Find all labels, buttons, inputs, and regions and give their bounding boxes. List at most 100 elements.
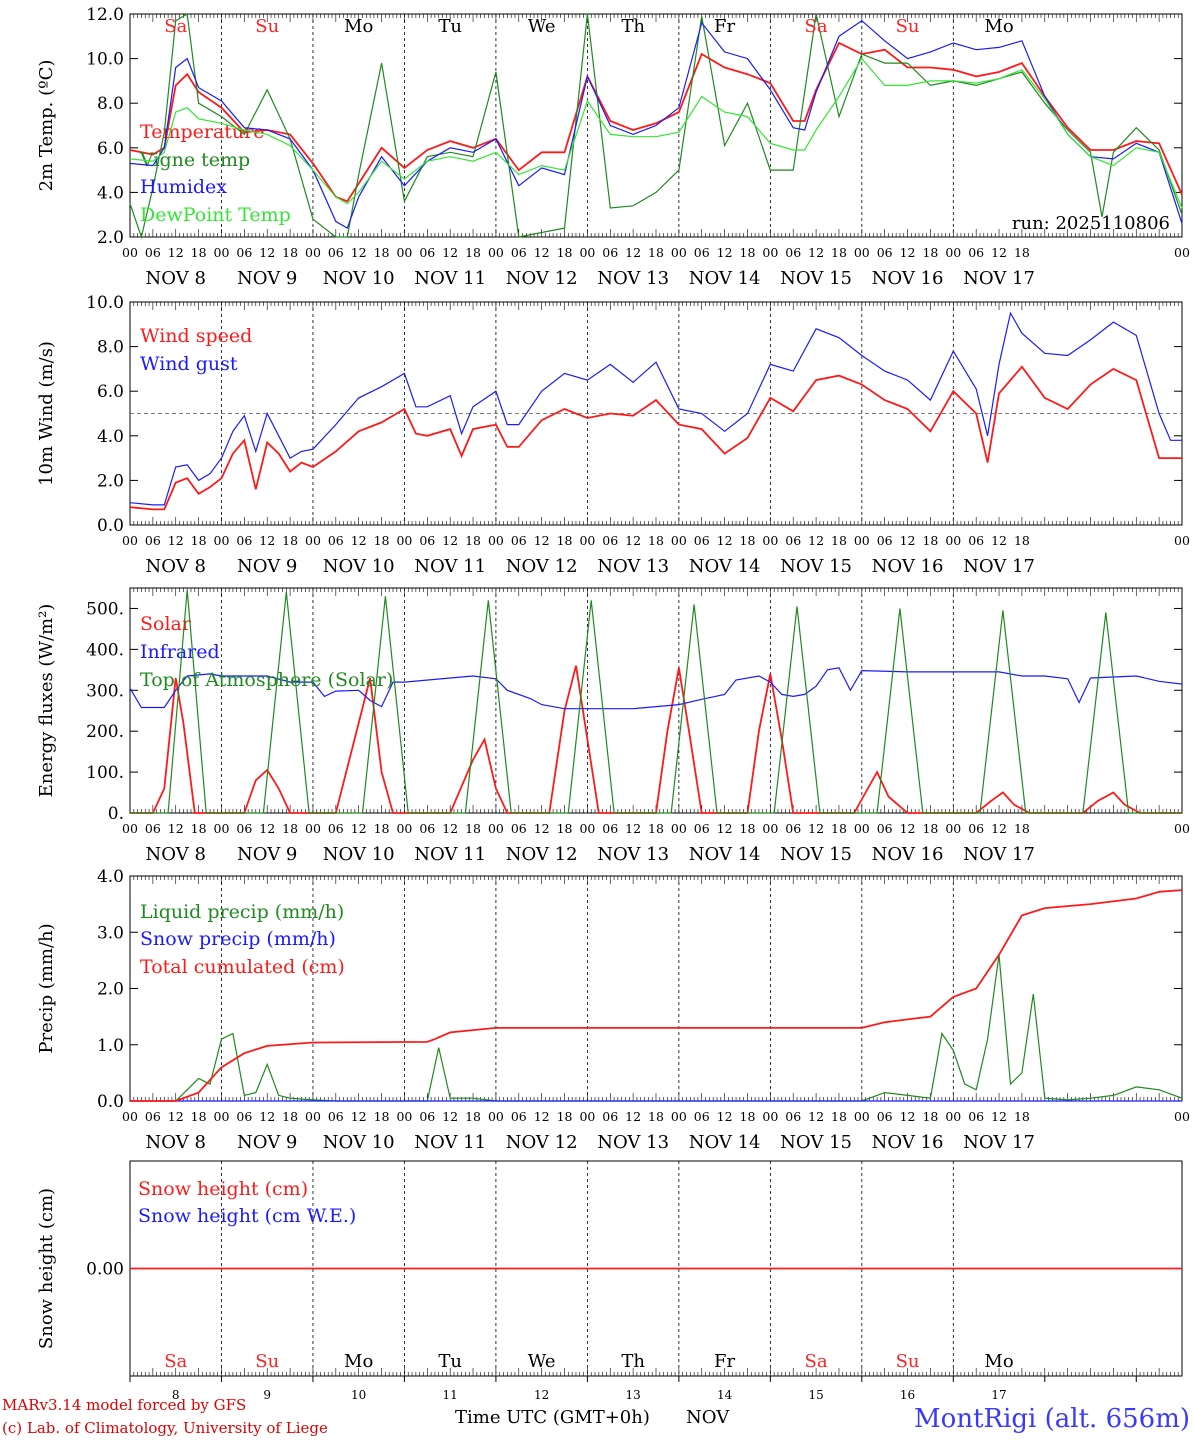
hour-label: 06 bbox=[511, 821, 527, 836]
hour-label: 18 bbox=[374, 533, 390, 548]
hour-label: 00 bbox=[579, 245, 595, 260]
day-name: Su bbox=[255, 1351, 279, 1372]
hour-label: 12 bbox=[808, 1109, 824, 1124]
hour-label: 12 bbox=[168, 245, 184, 260]
hour-label: 18 bbox=[374, 821, 390, 836]
hour-label: 12 bbox=[991, 821, 1007, 836]
y-tick-label: 10.0 bbox=[86, 293, 124, 313]
y-tick-label: 0.00 bbox=[86, 1260, 124, 1280]
date-label: NOV 9 bbox=[237, 556, 297, 577]
hour-label: 12 bbox=[259, 1109, 275, 1124]
date-number: 10 bbox=[351, 1388, 366, 1402]
date-label: NOV 13 bbox=[597, 1132, 669, 1153]
hour-label: 12 bbox=[259, 821, 275, 836]
series-dewpoint-temp bbox=[129, 57, 1183, 209]
date-label: NOV 15 bbox=[780, 556, 852, 577]
month-label: NOV bbox=[686, 1407, 730, 1428]
legend-entry: Top of Atmosphere (Solar) bbox=[140, 669, 393, 691]
hour-label: 06 bbox=[877, 533, 893, 548]
hour-label: 06 bbox=[328, 1109, 344, 1124]
series-total-cumulated-cm- bbox=[130, 889, 1183, 1102]
y-tick-label: 6.0 bbox=[97, 382, 124, 402]
day-name: Su bbox=[896, 16, 920, 37]
hour-label: 18 bbox=[465, 1109, 481, 1124]
hour-label: 12 bbox=[168, 533, 184, 548]
hour-label: 06 bbox=[694, 245, 710, 260]
hour-label: 18 bbox=[740, 1109, 756, 1124]
date-label: NOV 12 bbox=[506, 268, 578, 289]
hour-label: 12 bbox=[351, 533, 367, 548]
hour-label: 18 bbox=[191, 821, 207, 836]
day-name: Sa bbox=[164, 16, 187, 37]
hour-label: 00 bbox=[854, 245, 870, 260]
hour-label: 18 bbox=[557, 533, 573, 548]
hour-label: 18 bbox=[557, 1109, 573, 1124]
legend-entry: Total cumulated (cm) bbox=[140, 956, 345, 978]
hour-label: 00 bbox=[579, 1109, 595, 1124]
hour-label: 00 bbox=[305, 1109, 321, 1124]
hour-label: 12 bbox=[625, 245, 641, 260]
date-label: NOV 16 bbox=[872, 1132, 944, 1153]
date-number: 8 bbox=[172, 1388, 180, 1402]
day-name: Tu bbox=[438, 16, 462, 37]
hour-label: 18 bbox=[374, 245, 390, 260]
hour-label: 12 bbox=[351, 1109, 367, 1124]
hour-label: 00 bbox=[762, 1109, 778, 1124]
hour-label: 18 bbox=[191, 533, 207, 548]
date-label: NOV 16 bbox=[872, 844, 944, 865]
date-label: NOV 12 bbox=[506, 1132, 578, 1153]
hour-label: 00 bbox=[762, 245, 778, 260]
date-label: NOV 11 bbox=[414, 844, 486, 865]
hour-label: 06 bbox=[145, 1109, 161, 1124]
hour-label: 00 bbox=[305, 245, 321, 260]
date-label: NOV 10 bbox=[323, 268, 395, 289]
legend-entry: Snow height (cm W.E.) bbox=[138, 1205, 356, 1227]
y-axis-title: Energy fluxes (W/m²) bbox=[36, 604, 57, 798]
y-tick-label: 500. bbox=[86, 599, 124, 619]
hour-label: 12 bbox=[351, 821, 367, 836]
legend-entry: Solar bbox=[140, 613, 192, 635]
date-label: NOV 11 bbox=[414, 268, 486, 289]
hour-label: 06 bbox=[511, 533, 527, 548]
hour-label: 18 bbox=[831, 245, 847, 260]
date-label: NOV 16 bbox=[872, 268, 944, 289]
series-vigne-temp bbox=[129, 13, 1183, 240]
hour-label: 18 bbox=[922, 533, 938, 548]
hour-label: 06 bbox=[877, 245, 893, 260]
hour-label: 06 bbox=[785, 821, 801, 836]
hour-label: 18 bbox=[922, 245, 938, 260]
hour-label: 00 bbox=[488, 1109, 504, 1124]
hour-label: 06 bbox=[694, 1109, 710, 1124]
y-tick-label: 8.0 bbox=[97, 94, 124, 114]
legend-entry: Wind speed bbox=[140, 325, 252, 347]
legend-entry: Infrared bbox=[140, 641, 220, 663]
hour-label: 12 bbox=[534, 533, 550, 548]
date-label: NOV 14 bbox=[689, 1132, 761, 1153]
legend-entry: Wind gust bbox=[140, 353, 238, 375]
hour-label: 00 bbox=[214, 1109, 230, 1124]
legend-entry: Snow precip (mm/h) bbox=[140, 928, 336, 950]
hour-label: 18 bbox=[648, 533, 664, 548]
run-label: run: 2025110806 bbox=[1012, 213, 1170, 234]
hour-label: 18 bbox=[465, 821, 481, 836]
date-label: NOV 10 bbox=[323, 844, 395, 865]
hour-label: 12 bbox=[168, 821, 184, 836]
hour-label: 00 bbox=[396, 1109, 412, 1124]
hour-label: 00 bbox=[671, 821, 687, 836]
hour-label: 18 bbox=[648, 821, 664, 836]
day-name: Fr bbox=[714, 1351, 735, 1372]
hour-label: 00 bbox=[1174, 821, 1190, 836]
day-name: Sa bbox=[164, 1351, 187, 1372]
hour-label: 18 bbox=[465, 245, 481, 260]
hour-label: 00 bbox=[762, 533, 778, 548]
date-number: 11 bbox=[443, 1388, 458, 1402]
hour-label: 12 bbox=[717, 245, 733, 260]
panels-layer: 2.04.06.08.010.012.02m Temp. (ºC) Tempera… bbox=[36, 5, 1190, 1402]
hour-label: 18 bbox=[740, 821, 756, 836]
hour-label: 06 bbox=[145, 821, 161, 836]
hour-label: 00 bbox=[854, 821, 870, 836]
hour-label: 06 bbox=[328, 533, 344, 548]
series-humidex bbox=[129, 19, 1183, 229]
hour-label: 12 bbox=[717, 821, 733, 836]
